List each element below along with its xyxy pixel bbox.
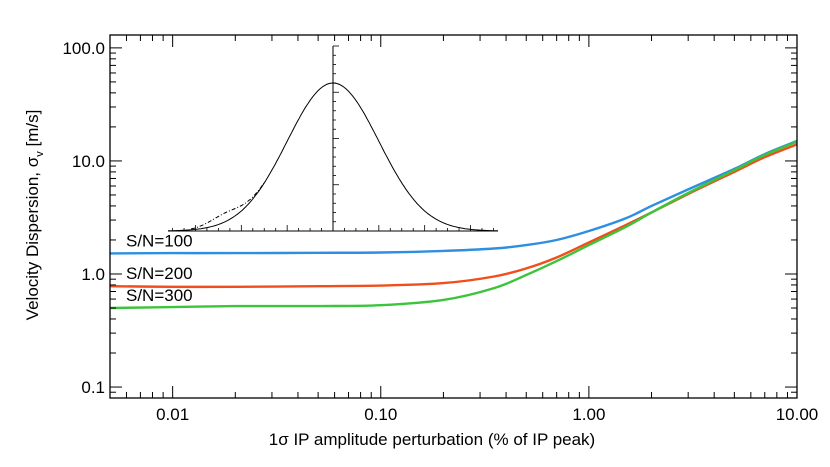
series-label: S/N=100: [126, 231, 193, 250]
plot-frame: [109, 34, 798, 399]
series-line-s-n-300: [109, 140, 798, 310]
y-tick-label: 10.0: [72, 152, 105, 171]
y-tick-label: 1.0: [81, 265, 105, 284]
x-axis-label: 1σ IP amplitude perturbation (% of IP pe…: [269, 430, 595, 449]
y-axis-label-subscript: v: [34, 151, 46, 157]
x-tick-label: 0.10: [364, 405, 397, 424]
axis-ticks: 0.01 0.10 1.00 10.00 0.1 1.0 10.0 100.0: [62, 35, 818, 424]
series-line-s-n-200: [109, 143, 798, 289]
inset-perturbed-curve: [190, 183, 265, 230]
series-label: S/N=200: [126, 264, 193, 283]
y-tick-label: 100.0: [62, 39, 105, 58]
x-tick-label: 1.00: [572, 405, 605, 424]
y-axis-label: Velocity Dispersion, σv [m/s]: [23, 110, 46, 321]
series-label: S/N=300: [126, 286, 193, 305]
x-tick-label: 0.01: [156, 405, 189, 424]
series-line-s-n-100: [109, 139, 798, 255]
inset-gaussian-curve: [167, 82, 499, 232]
series-lines: [109, 139, 798, 310]
y-tick-label: 0.1: [81, 378, 105, 397]
y-axis-label-unit: [m/s]: [23, 110, 42, 152]
y-axis-label-main: Velocity Dispersion, σ: [23, 156, 42, 320]
plot-border: [109, 34, 798, 399]
series-labels: S/N=100 S/N=200 S/N=300: [126, 231, 193, 305]
inset-plot: [167, 45, 499, 232]
x-tick-label: 10.00: [776, 405, 819, 424]
